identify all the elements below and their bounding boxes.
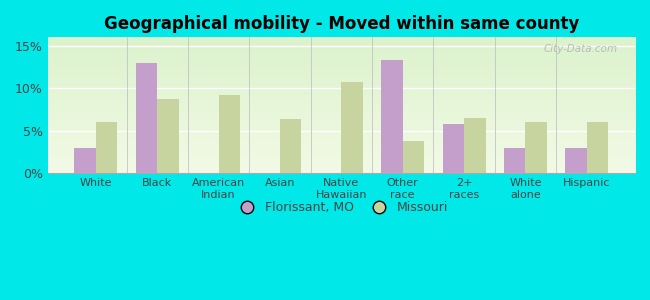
Bar <box>587 122 608 173</box>
Bar <box>341 82 363 173</box>
Bar <box>96 122 118 173</box>
Bar <box>382 60 403 173</box>
Bar <box>566 148 587 173</box>
Bar <box>464 118 486 173</box>
Title: Geographical mobility - Moved within same county: Geographical mobility - Moved within sam… <box>104 15 579 33</box>
Bar <box>136 63 157 173</box>
Bar <box>280 119 302 173</box>
Text: City-Data.com: City-Data.com <box>543 44 618 54</box>
Bar <box>218 95 240 173</box>
Bar <box>75 148 96 173</box>
Bar <box>504 148 525 173</box>
Bar <box>403 141 424 173</box>
Legend: Florissant, MO, Missouri: Florissant, MO, Missouri <box>230 196 453 219</box>
Bar <box>525 122 547 173</box>
Bar <box>157 99 179 173</box>
Bar <box>443 124 464 173</box>
